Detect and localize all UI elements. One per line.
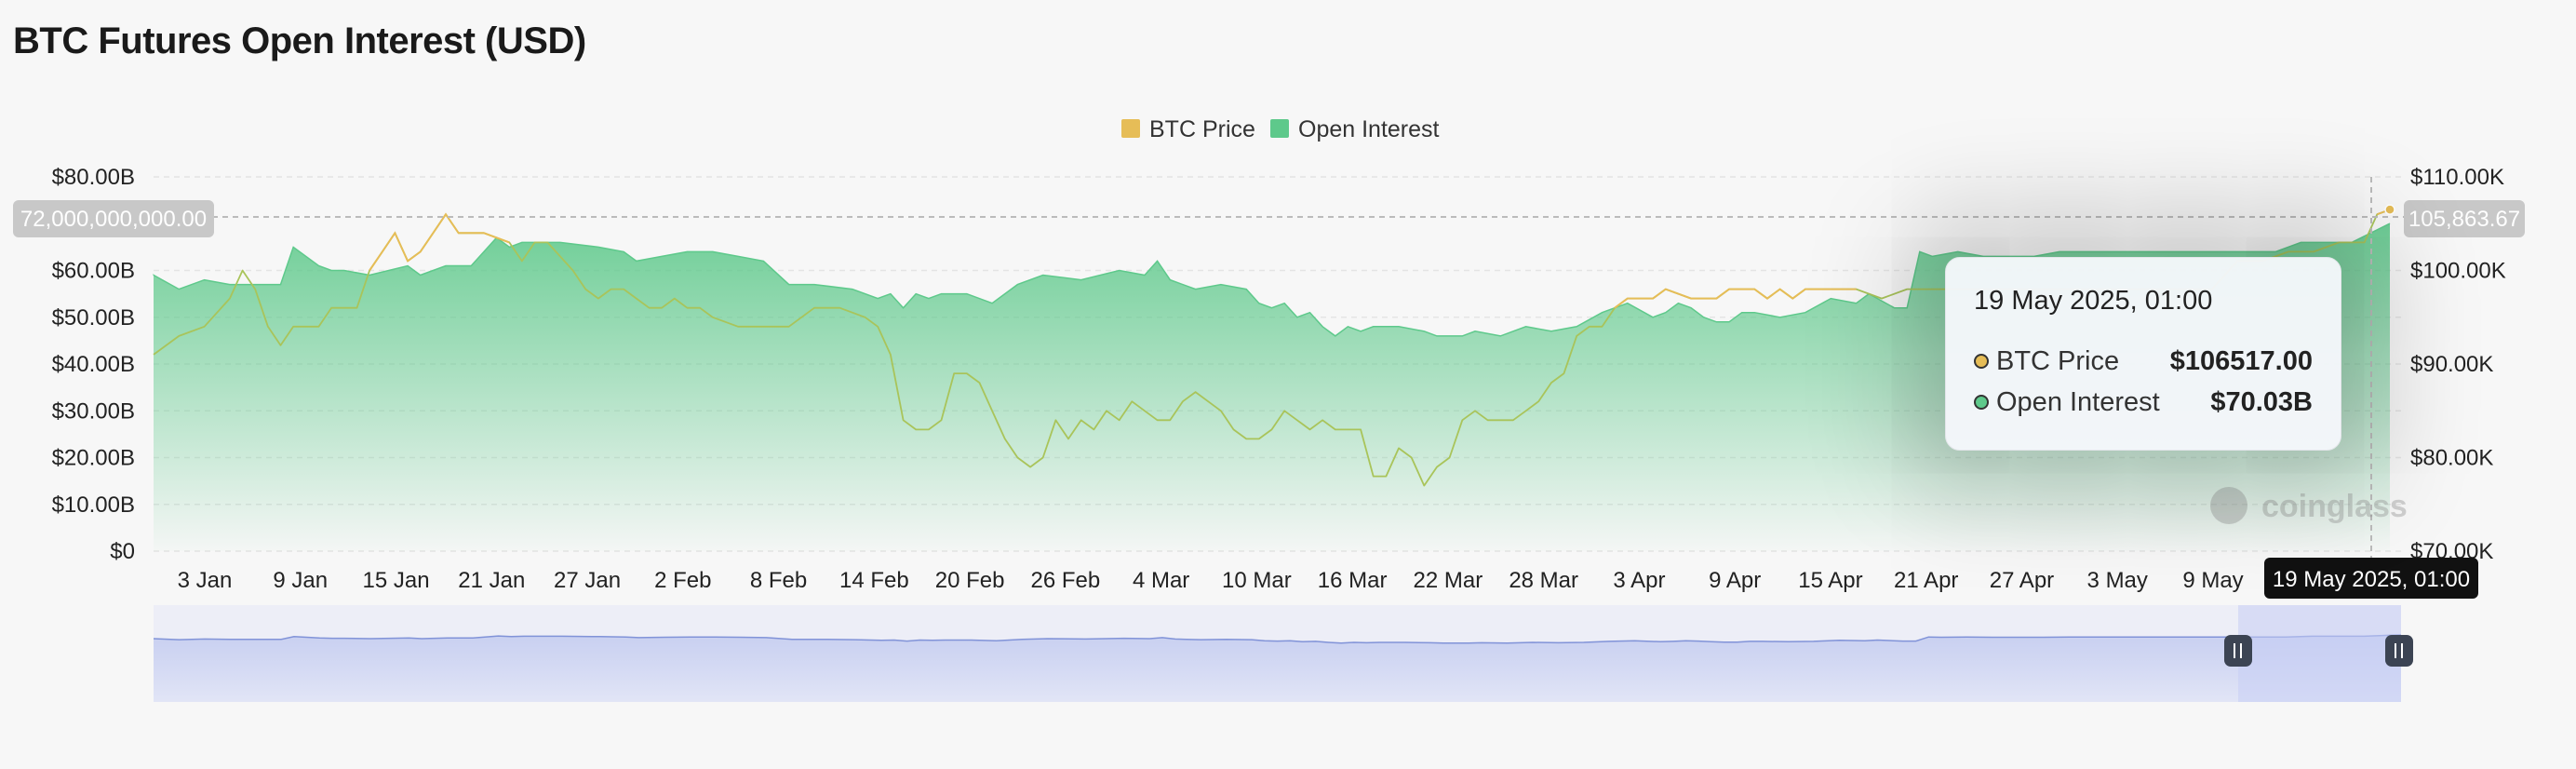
btc-price-hover-dot bbox=[2384, 204, 2395, 215]
pointer-right-label-bg bbox=[2404, 200, 2525, 237]
x-tick-label: 15 Jan bbox=[362, 568, 429, 593]
navigator-selection[interactable] bbox=[2238, 605, 2401, 702]
x-tick-label: 8 Feb bbox=[750, 568, 807, 593]
x-tick-label: 27 Apr bbox=[1990, 568, 2054, 593]
x-tick-label: 28 Mar bbox=[1509, 568, 1578, 593]
x-tick-label: 3 May bbox=[2087, 568, 2148, 593]
chart-tooltip: 19 May 2025, 01:00 BTC Price $106517.00 … bbox=[1945, 257, 2341, 451]
legend-swatch-open-interest[interactable] bbox=[1270, 119, 1289, 138]
tooltip-value-open-interest: $70.03B bbox=[2210, 386, 2313, 417]
watermark-text: coinglass bbox=[2261, 489, 2408, 524]
x-tick-label: 21 Jan bbox=[458, 568, 525, 593]
y-axis-left: $0 $10.00B $20.00B $30.00B $40.00B $50.00B $60… bbox=[52, 165, 135, 564]
x-tick-label: 16 Mar bbox=[1318, 568, 1388, 593]
x-tick-label: 22 Mar bbox=[1414, 568, 1483, 593]
y-left-tick-label: $40.00B bbox=[52, 352, 135, 377]
x-tick-label: 9 Jan bbox=[273, 568, 328, 593]
navigator-left-handle[interactable] bbox=[2224, 635, 2252, 667]
x-tick-label: 14 Feb bbox=[839, 568, 909, 593]
navigator-area bbox=[154, 634, 2401, 702]
x-tick-label: 21 Apr bbox=[1894, 568, 1958, 593]
coinglass-watermark: coinglass bbox=[2210, 487, 2408, 524]
pointer-x-label-bg bbox=[2264, 558, 2478, 599]
y-left-tick-label: $30.00B bbox=[52, 398, 135, 424]
y-right-tick-label: $80.00K bbox=[2410, 446, 2493, 471]
pointer-right-label: 105,863.67 bbox=[2408, 207, 2520, 232]
tooltip-value-btc-price: $106517.00 bbox=[2169, 345, 2313, 376]
x-tick-label: 10 Mar bbox=[1222, 568, 1292, 593]
x-tick-label: 26 Feb bbox=[1030, 568, 1100, 593]
tooltip-dot-btc-price bbox=[1974, 354, 1989, 369]
legend-swatch-btc-price[interactable] bbox=[1121, 119, 1140, 138]
tooltip-dot-open-interest bbox=[1974, 395, 1989, 410]
x-tick-label: 20 Feb bbox=[935, 568, 1005, 593]
x-tick-label: 3 Apr bbox=[1613, 568, 1665, 593]
y-left-tick-label: $10.00B bbox=[52, 492, 135, 518]
navigator-line bbox=[153, 634, 2402, 644]
y-right-tick-label: $110.00K bbox=[2410, 165, 2504, 190]
pointer-left-label: 72,000,000,000.00 bbox=[20, 207, 207, 232]
x-tick-label: 9 Apr bbox=[1709, 568, 1761, 593]
tooltip-row-open-interest: Open Interest $70.03B bbox=[1974, 382, 2313, 423]
y-right-tick-label: $100.00K bbox=[2410, 259, 2506, 284]
x-tick-label: 4 Mar bbox=[1133, 568, 1189, 593]
pointer-x-label: 19 May 2025, 01:00 bbox=[2273, 567, 2470, 592]
axis-pointer: 72,000,000,000.00 105,863.67 19 May 2025… bbox=[13, 177, 2525, 599]
x-tick-label: 15 Apr bbox=[1798, 568, 1862, 593]
tooltip-label-btc-price: BTC Price bbox=[1996, 345, 2120, 376]
tooltip-date: 19 May 2025, 01:00 bbox=[1974, 286, 2213, 316]
y-left-tick-label: $60.00B bbox=[52, 259, 135, 284]
open-interest-area bbox=[154, 223, 2390, 551]
x-tick-label: 3 Jan bbox=[178, 568, 233, 593]
legend-label-btc-price[interactable]: BTC Price bbox=[1149, 116, 1255, 142]
pointer-left-label-bg bbox=[13, 200, 214, 237]
x-tick-label: 2 Feb bbox=[654, 568, 711, 593]
tooltip-label-open-interest: Open Interest bbox=[1996, 386, 2160, 417]
navigator-right-handle[interactable] bbox=[2385, 635, 2413, 667]
chart-title: BTC Futures Open Interest (USD) bbox=[13, 20, 586, 61]
coinglass-logo-icon bbox=[2210, 487, 2247, 524]
x-tick-label: 9 May bbox=[2182, 568, 2243, 593]
y-left-tick-label: $80.00B bbox=[52, 165, 135, 190]
x-axis: 3 Jan 9 Jan 15 Jan 21 Jan 27 Jan 2 Feb 8 Feb 14… bbox=[178, 568, 2244, 593]
y-left-tick-label: $20.00B bbox=[52, 446, 135, 471]
y-left-tick-label: $50.00B bbox=[52, 305, 135, 331]
x-tick-label: 27 Jan bbox=[554, 568, 621, 593]
legend-label-open-interest[interactable]: Open Interest bbox=[1298, 116, 1440, 142]
btc-price-line-layer bbox=[153, 204, 2395, 487]
y-left-tick-label: $0 bbox=[110, 539, 135, 564]
chart-legend[interactable]: BTC Price Open Interest bbox=[1121, 116, 1440, 142]
tooltip-row-btc-price: BTC Price $106517.00 bbox=[1974, 341, 2313, 382]
data-zoom-navigator[interactable] bbox=[153, 605, 2413, 702]
y-right-tick-label: $90.00K bbox=[2410, 352, 2493, 377]
